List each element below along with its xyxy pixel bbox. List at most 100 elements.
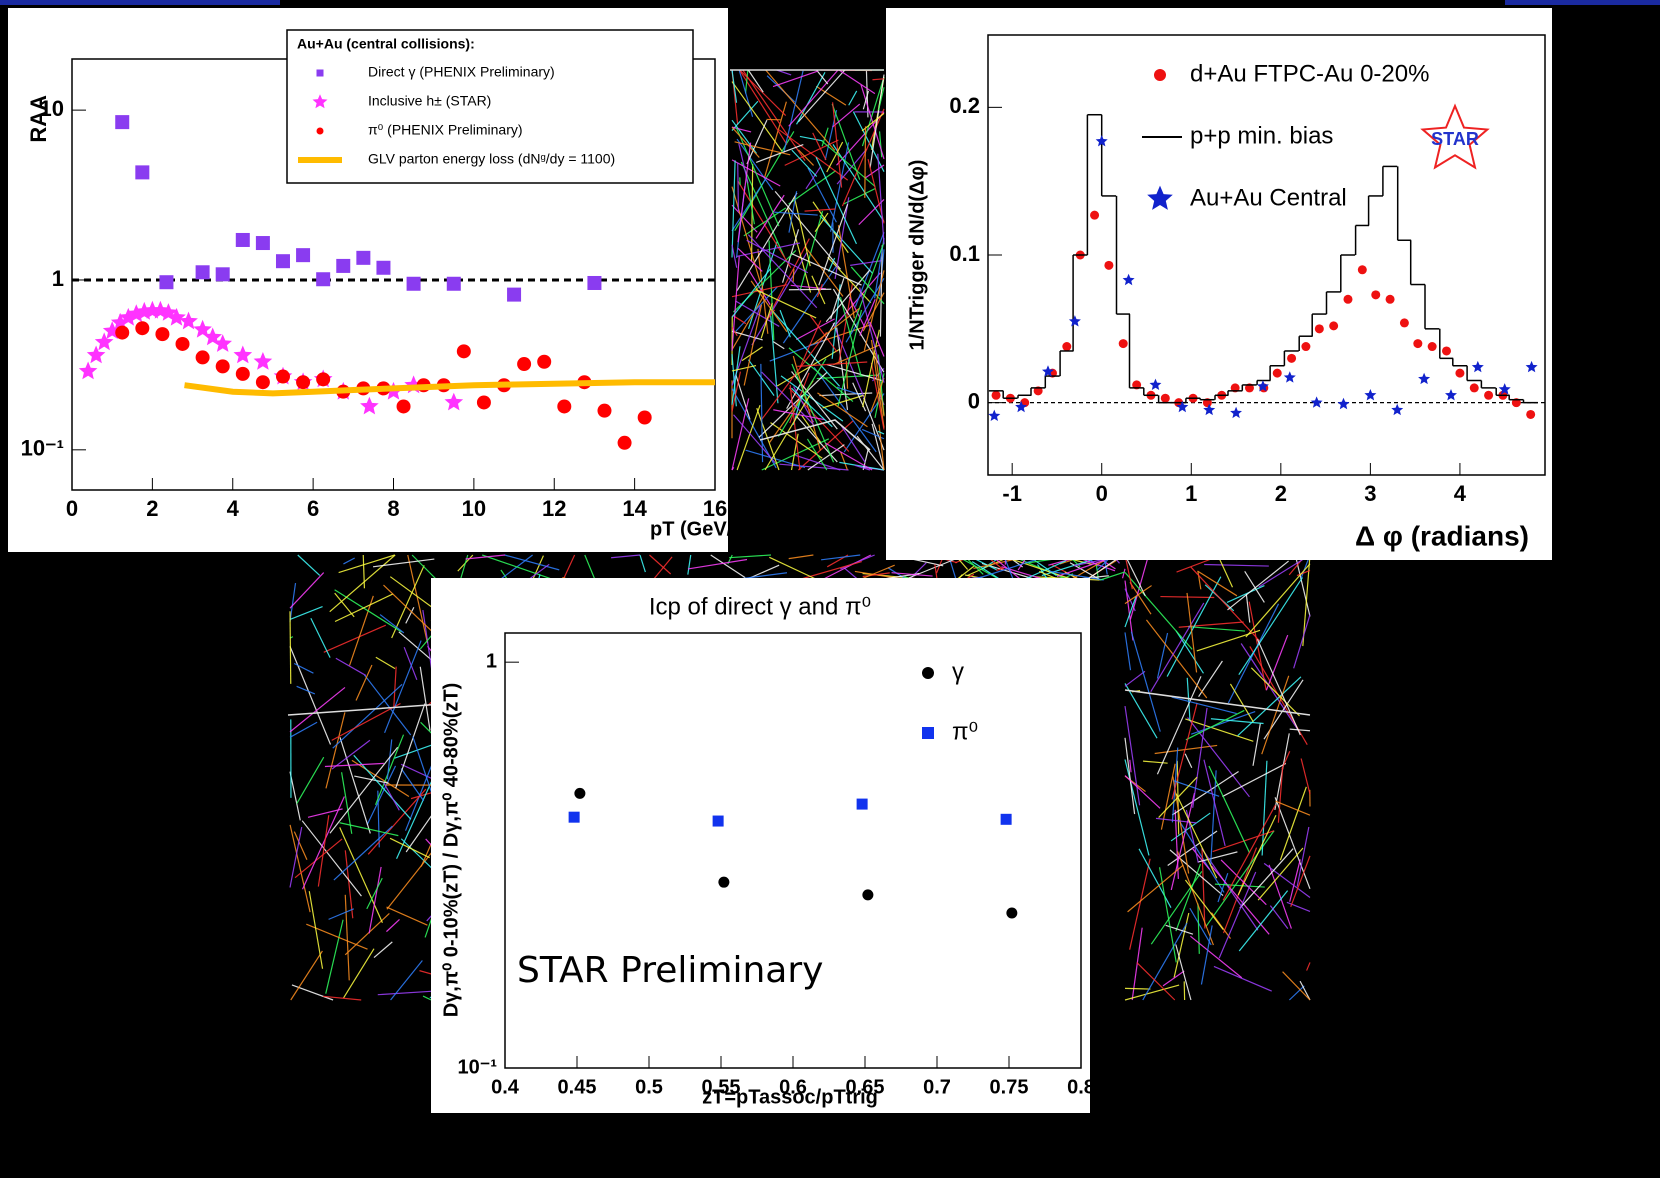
track (1281, 750, 1291, 770)
panel-background (431, 578, 1090, 1113)
track (746, 119, 768, 165)
legend-label: Inclusive h± (STAR) (368, 93, 491, 109)
track (838, 69, 876, 95)
track (1203, 759, 1226, 847)
point (115, 115, 130, 130)
track (769, 556, 819, 581)
x-tick-label: 6 (307, 496, 319, 521)
x-tick-label: 1 (1185, 481, 1197, 506)
track (731, 327, 738, 337)
x-tick-label: 0.4 (491, 1076, 520, 1098)
track (301, 820, 362, 897)
track (743, 304, 763, 386)
point (1525, 360, 1538, 373)
track (294, 838, 343, 879)
point (233, 345, 253, 364)
track (1237, 814, 1277, 896)
track (363, 674, 412, 736)
annotation: STAR (1431, 129, 1479, 149)
track (844, 567, 859, 581)
track (735, 300, 780, 327)
track (840, 425, 866, 463)
track (731, 186, 761, 283)
point (637, 410, 652, 425)
track (1238, 890, 1289, 952)
track (1245, 563, 1311, 638)
track (734, 141, 791, 156)
x-tick-label: -1 (1002, 481, 1022, 506)
track (845, 360, 849, 389)
track (1175, 944, 1192, 1001)
track (1198, 660, 1223, 698)
track (736, 192, 798, 291)
point (396, 399, 411, 414)
track (296, 685, 316, 695)
track (1227, 560, 1289, 611)
x-tick-label: 0.5 (635, 1076, 663, 1098)
point (574, 787, 586, 799)
track (373, 941, 393, 959)
point (1329, 321, 1339, 331)
track (325, 919, 344, 994)
legend-label: π⁰ (952, 718, 978, 745)
logo-star (1420, 103, 1490, 170)
plot-data (568, 787, 1018, 919)
point (1256, 380, 1269, 392)
point (1337, 397, 1350, 410)
track (353, 754, 412, 820)
track (1288, 985, 1305, 1001)
track (783, 70, 804, 153)
track (1204, 563, 1269, 567)
track (289, 771, 301, 821)
track (1212, 830, 1275, 853)
track (1217, 554, 1234, 588)
track (1229, 683, 1254, 723)
track (1174, 809, 1179, 879)
track (362, 554, 366, 589)
track (877, 153, 885, 245)
track (761, 438, 830, 471)
track (1197, 570, 1238, 597)
track (870, 377, 885, 413)
track (306, 923, 368, 950)
track (1170, 792, 1196, 891)
track (297, 554, 321, 576)
track (862, 447, 870, 471)
track (871, 423, 885, 471)
track (864, 164, 885, 179)
track (290, 950, 323, 1001)
track (386, 739, 393, 780)
track (289, 826, 303, 888)
track (289, 572, 325, 609)
track (338, 554, 395, 574)
legend-swatch (1147, 185, 1173, 210)
plot-data (78, 115, 715, 450)
track (1142, 922, 1188, 1001)
track (765, 238, 810, 321)
track (825, 442, 873, 471)
track (1222, 762, 1287, 798)
track (481, 554, 551, 579)
track (755, 289, 817, 319)
track (308, 891, 324, 969)
track (687, 554, 692, 575)
track (1210, 718, 1264, 725)
track (1208, 765, 1251, 854)
track (1129, 554, 1150, 620)
track (1197, 851, 1238, 863)
track (763, 101, 787, 179)
track (747, 234, 818, 309)
track (788, 191, 798, 233)
track (731, 160, 736, 258)
track (831, 102, 843, 188)
track (334, 593, 394, 623)
track (1121, 568, 1126, 579)
track (1187, 717, 1250, 798)
plot-data (988, 113, 1538, 421)
point (1176, 400, 1189, 413)
legend-label: GLV parton energy loss (dNᵍ/dy = 1100) (368, 151, 615, 167)
track (1218, 871, 1257, 959)
track (827, 257, 836, 272)
track (1302, 554, 1311, 647)
track (795, 454, 841, 471)
